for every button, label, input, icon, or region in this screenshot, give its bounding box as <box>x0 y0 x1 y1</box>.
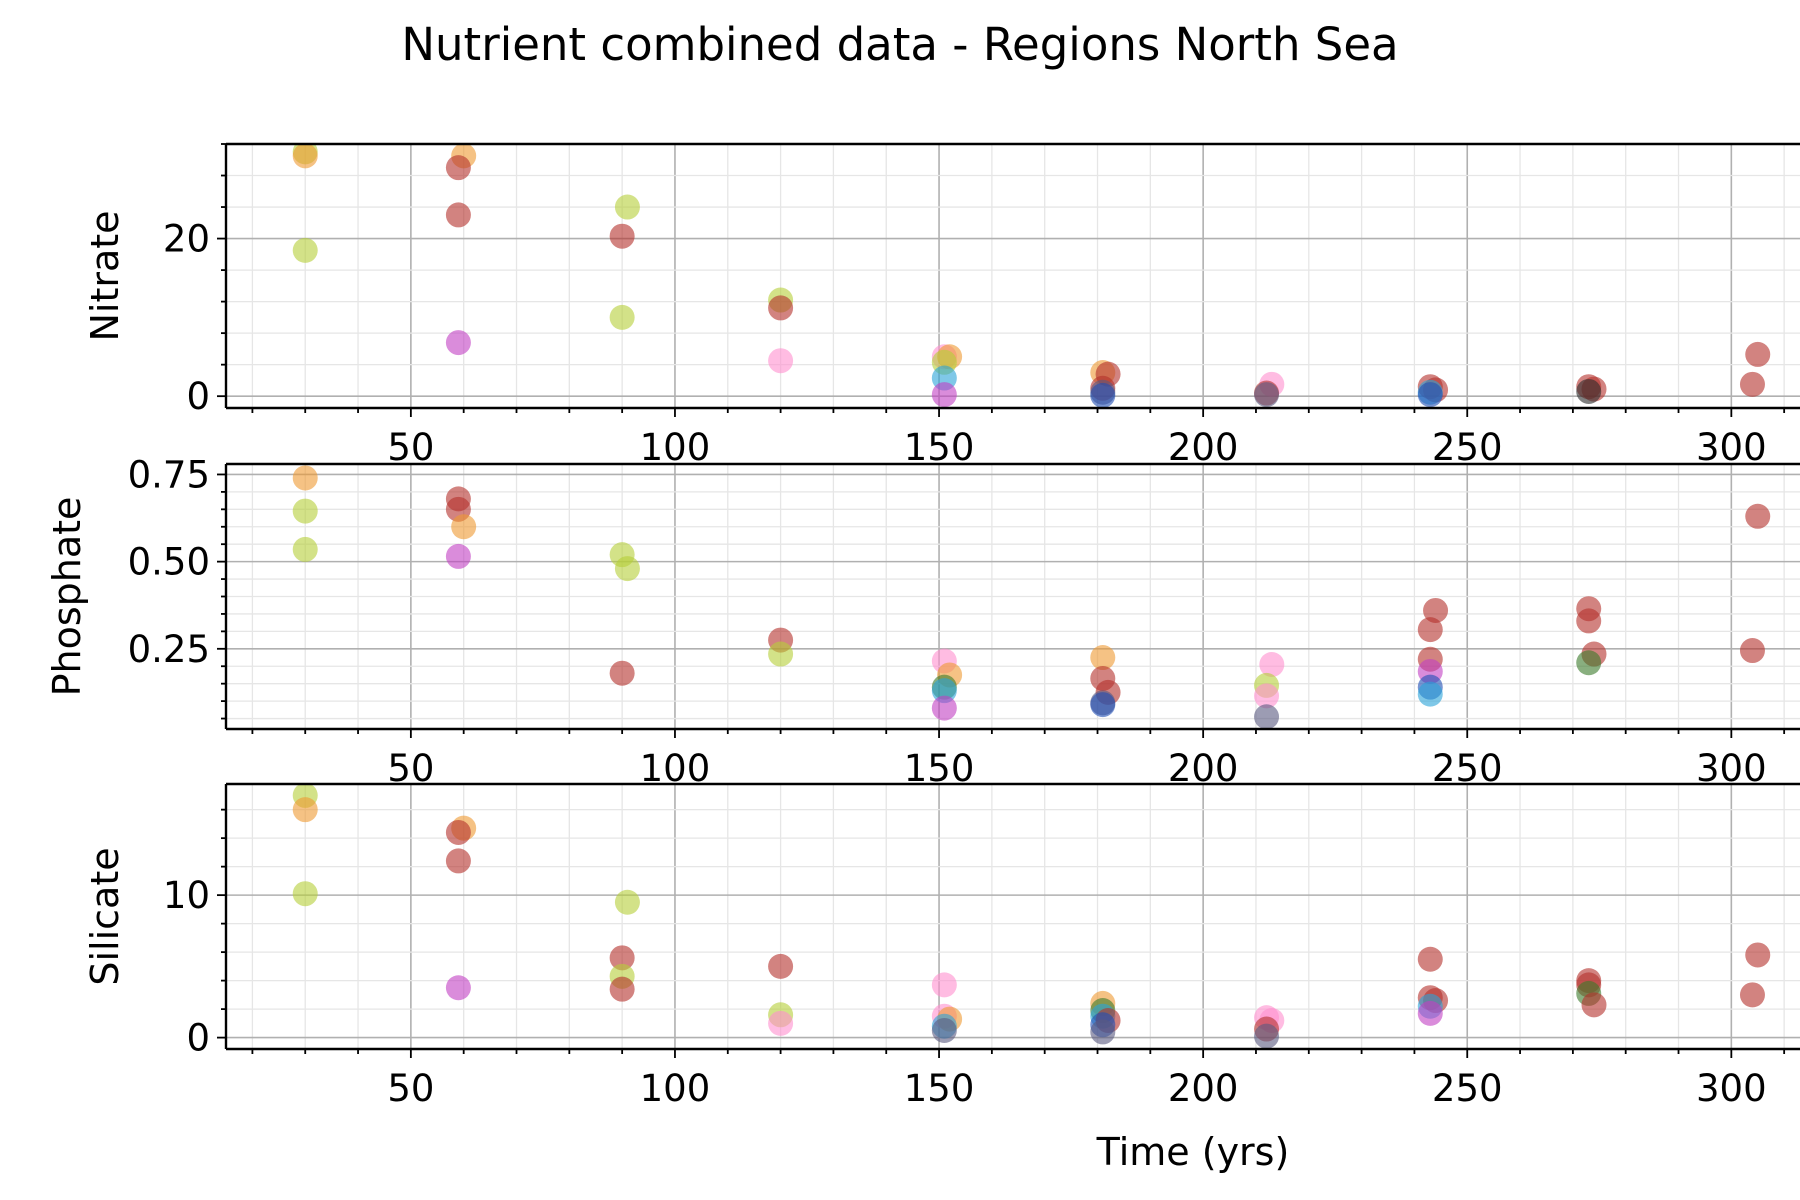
data-point <box>931 678 957 704</box>
chart-title: Nutrient combined data - Regions North S… <box>401 18 1398 71</box>
data-point <box>445 330 471 356</box>
x-tick-label: 250 <box>1432 426 1503 469</box>
data-point <box>1739 638 1765 664</box>
data-point <box>768 641 794 667</box>
data-point <box>1417 946 1443 972</box>
grid <box>226 144 1800 408</box>
data-point <box>768 1010 794 1036</box>
data-point <box>292 881 318 907</box>
data-point <box>445 543 471 569</box>
y-tick-label: 0 <box>186 1017 210 1060</box>
data-point <box>1090 692 1116 718</box>
y-axis-title: Nitrate <box>83 210 127 341</box>
data-point <box>292 797 318 823</box>
data-point <box>768 348 794 374</box>
x-tick-label: 250 <box>1432 1067 1503 1110</box>
data-point <box>1739 371 1765 397</box>
data-point <box>609 223 635 249</box>
data-point <box>292 498 318 524</box>
x-axis-title: Time (yrs) <box>1096 1130 1290 1174</box>
data-point <box>1581 992 1607 1018</box>
data-point <box>292 237 318 263</box>
data-point <box>292 465 318 491</box>
data-point <box>1259 651 1285 677</box>
data-point <box>609 945 635 971</box>
data-point <box>1417 617 1443 643</box>
data-point <box>1417 382 1443 408</box>
data-point <box>1576 650 1602 676</box>
x-tick-label: 200 <box>1168 426 1239 469</box>
data-point <box>1423 597 1449 623</box>
y-tick-label: 0.50 <box>128 541 210 584</box>
data-point <box>1745 341 1771 367</box>
data-point <box>931 695 957 721</box>
x-tick-label: 150 <box>904 1067 975 1110</box>
y-tick-label: 0.75 <box>128 453 210 496</box>
data-point <box>1254 683 1280 709</box>
data-point <box>445 155 471 181</box>
data-point <box>1090 645 1116 671</box>
x-tick-label: 200 <box>1168 1067 1239 1110</box>
y-tick-label: 20 <box>163 218 210 261</box>
x-tick-label: 300 <box>1696 1067 1767 1110</box>
data-point <box>445 848 471 874</box>
data-point <box>445 819 471 845</box>
data-point <box>931 972 957 998</box>
data-point <box>931 382 957 408</box>
data-point <box>445 975 471 1001</box>
x-tick-label: 100 <box>640 1067 711 1110</box>
grid <box>226 784 1800 1049</box>
x-tick-label: 100 <box>640 426 711 469</box>
data-point <box>1576 378 1602 404</box>
data-point <box>1576 608 1602 634</box>
data-point <box>1745 503 1771 529</box>
x-tick-label: 300 <box>1696 426 1767 469</box>
y-axis-title: Silicate <box>83 847 127 985</box>
data-point <box>1254 704 1280 729</box>
data-points <box>292 144 1771 408</box>
grid <box>226 464 1800 729</box>
x-tick-label: 50 <box>387 426 434 469</box>
data-point <box>1090 1019 1116 1045</box>
y-axis-title: Phosphate <box>45 497 89 697</box>
data-point <box>931 1017 957 1043</box>
data-point <box>614 556 640 582</box>
y-tick-label: 0 <box>186 375 210 418</box>
y-tick-label: 10 <box>163 874 210 917</box>
data-point <box>609 976 635 1002</box>
data-point <box>768 953 794 979</box>
data-points <box>292 784 1771 1049</box>
panel-silicate: 50 100 150 200 250 300 0 10 Silicate <box>83 782 1800 1110</box>
data-point <box>1417 681 1443 707</box>
data-point <box>1417 1000 1443 1026</box>
data-point <box>614 194 640 220</box>
data-point <box>609 304 635 330</box>
data-points <box>292 465 1771 729</box>
y-tick-label: 0.25 <box>128 628 210 671</box>
panel-nitrate: 50 100 150 200 250 300 0 20 Nitrate <box>83 142 1800 469</box>
data-point <box>1745 942 1771 968</box>
data-point <box>1254 1023 1280 1049</box>
data-point <box>609 660 635 686</box>
x-tick-label: 50 <box>387 1067 434 1110</box>
data-point <box>768 295 794 321</box>
data-point <box>614 889 640 915</box>
data-point <box>451 514 477 540</box>
data-point <box>1739 982 1765 1008</box>
x-tick-label: 150 <box>904 426 975 469</box>
data-point <box>292 144 318 169</box>
data-point <box>1090 382 1116 408</box>
data-point <box>445 202 471 228</box>
data-point <box>292 536 318 562</box>
data-point <box>1254 382 1280 408</box>
